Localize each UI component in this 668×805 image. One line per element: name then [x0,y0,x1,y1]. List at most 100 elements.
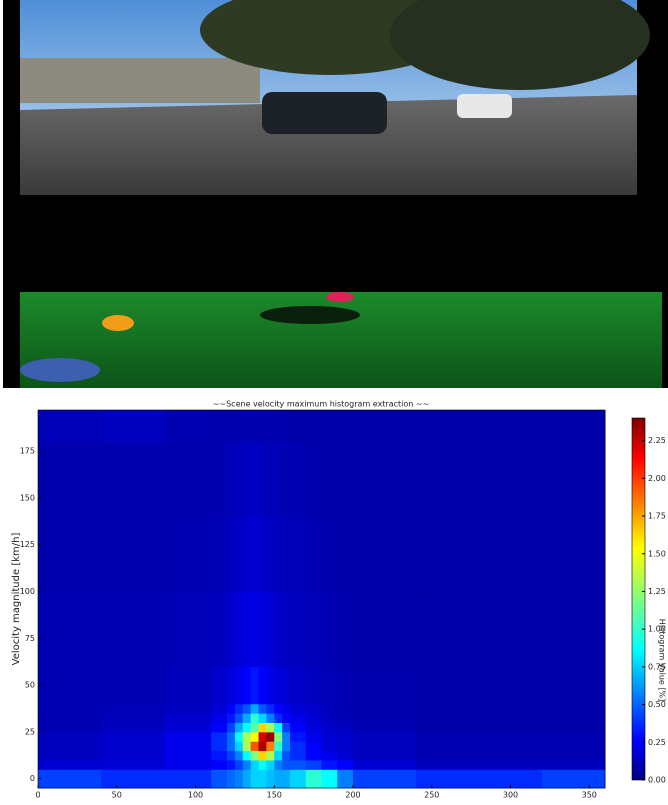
heatmap-cell [101,441,165,518]
heatmap-cell [211,741,228,752]
heatmap-cell [234,713,244,724]
heatmap-cell [282,410,291,443]
heatmap-cell [211,769,228,789]
heatmap-cell [38,750,102,761]
heatmap-cell [290,741,307,752]
heatmap-cell [290,666,307,705]
y-tick-label: 100 [20,587,35,596]
heatmap-cell [305,516,322,593]
heatmap-cell [282,703,291,714]
flow-blob [326,292,354,302]
heatmap-cell [321,666,338,705]
heatmap-cell [542,731,606,742]
heatmap-cell [321,591,338,667]
colorbar-tick-label: 2.00 [648,474,666,483]
heatmap-cell [266,713,275,724]
heatmap-cell [282,741,291,752]
heatmap-cell [227,750,236,761]
heatmap-cell [305,741,322,752]
colorbar-tick-label: 1.75 [648,512,666,521]
colorbar-tick-label: 0.25 [648,738,666,747]
y-tick-label: 125 [20,540,35,549]
heatmap-cell [321,516,338,593]
heatmap-cell [416,731,480,742]
heatmap-cell [305,731,322,742]
heatmap-cell [290,713,307,724]
photo-road [20,95,637,195]
y-tick-label: 25 [25,727,35,736]
heatmap-cell [38,441,102,518]
heatmap-cell [542,666,606,705]
heatmap-cell [101,759,165,770]
heatmap-cell [227,441,236,518]
heatmap-cell [101,713,165,724]
heatmap-cell [227,713,236,724]
heatmap-cell [416,759,480,770]
heatmap-cell [542,410,606,443]
heatmap-cell [227,591,236,667]
heatmap-cell [282,731,291,742]
heatmap-cell [305,750,322,761]
heatmap-cell [101,741,165,752]
heatmap-cell [38,591,102,667]
chart: ~~Scene velocity maximum histogram extra… [11,400,667,702]
heatmap-cell [290,750,307,761]
colorbar-tick-label: 0.00 [648,776,666,785]
heatmap-cell [101,516,165,593]
x-tick-label: 150 [267,791,282,800]
heatmap-cell [164,516,212,593]
heatmap-cell [242,750,252,761]
heatmap-cell [321,759,338,770]
heatmap-cell [542,750,606,761]
heatmap-cell [305,722,322,733]
heatmap-cell [479,516,543,593]
heatmap-cell [234,516,244,593]
x-tick-label: 250 [424,791,439,800]
colorbar [631,417,646,781]
heatmap-cell [38,703,102,714]
heatmap-cell [290,591,307,667]
heatmap-cell [250,713,259,724]
heatmap-cell [164,769,212,789]
heatmap-cell [274,731,283,742]
heatmap-cell [282,666,291,705]
heatmap-cell [353,769,417,789]
heatmap-cell [321,741,338,752]
heatmap-cell [479,759,543,770]
heatmap-cell [164,410,212,443]
heatmap-cell [266,741,275,752]
heatmap-cell [290,722,307,733]
heatmap-cell [258,769,267,789]
heatmap-cell [242,410,252,443]
heatmap-cell [258,731,267,742]
heatmap-cell [353,713,417,724]
x-tick-label: 300 [503,791,518,800]
heatmap-cell [479,441,543,518]
heatmap-cell [479,722,543,733]
heatmap-cell [164,591,212,667]
heatmap-cell [542,769,606,789]
heatmap-cell [353,591,417,667]
colorbar-tick-label: 1.50 [648,549,666,558]
heatmap-cell [266,759,275,770]
heatmap-cell [242,741,252,752]
photo-car [262,92,387,134]
heatmap-cell [337,591,354,667]
heatmap-cell [227,722,236,733]
heatmap-cell [353,410,417,443]
heatmap-cell [353,741,417,752]
heatmap-cell [321,769,338,789]
heatmap-cell [479,410,543,443]
heatmap-cell [479,769,543,789]
heatmap-cell [38,769,102,789]
heatmap-cell [227,769,236,789]
heatmap-cell [290,703,307,714]
heatmap-cell [266,410,275,443]
heatmap-cell [353,731,417,742]
heatmap-cell [211,516,228,593]
heatmap-cell [305,441,322,518]
heatmap-cell [321,731,338,742]
heatmap-cell [234,750,244,761]
heatmap-cell [234,759,244,770]
